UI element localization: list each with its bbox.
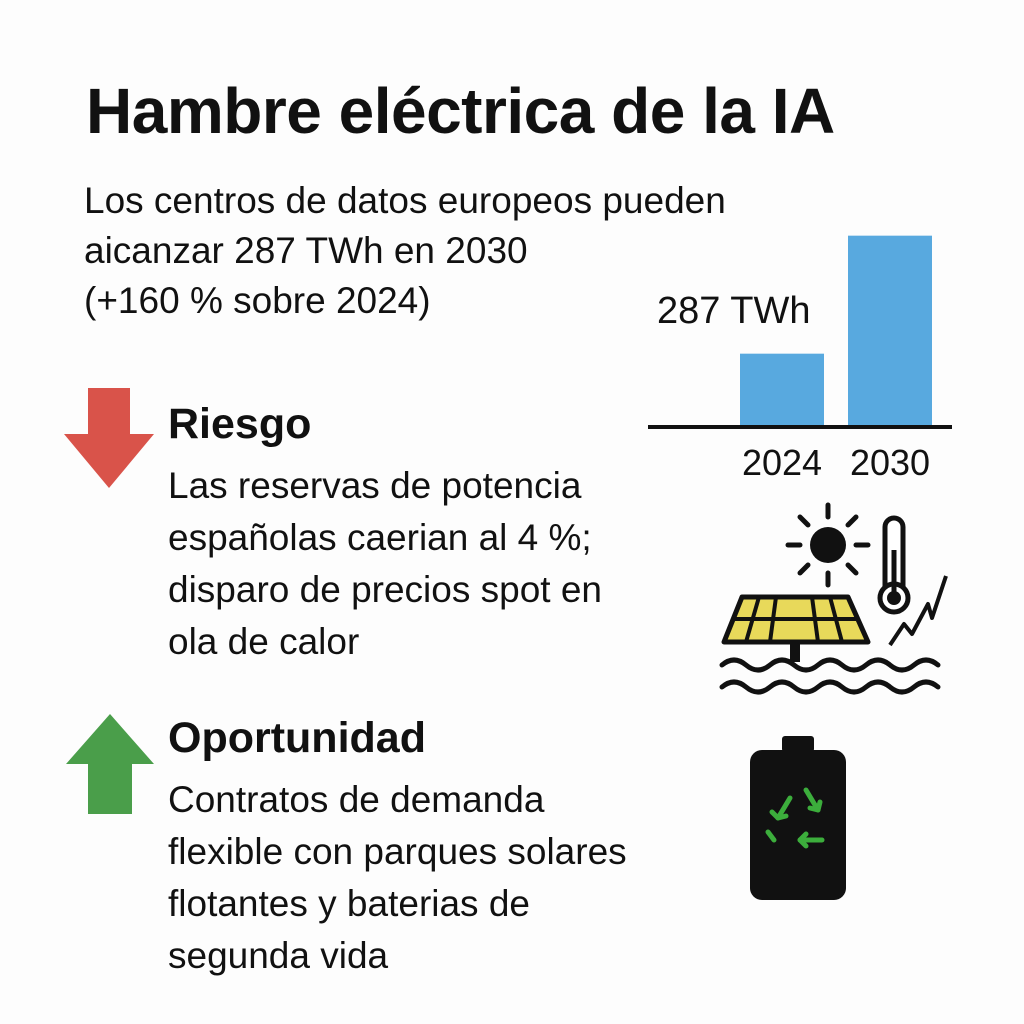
risk-text-line: disparo de precios spot en	[168, 569, 602, 610]
opportunity-text-line: flotantes y baterias de	[168, 883, 530, 924]
recycle-icon	[765, 787, 825, 849]
thermometer-icon	[877, 515, 911, 615]
bar-2030	[848, 235, 932, 427]
sun-icon	[785, 502, 871, 588]
bar-2024	[740, 353, 824, 427]
water-waves-icon	[719, 657, 941, 695]
page-title: Hambre eléctrica de la IA	[86, 75, 835, 147]
subtitle: Los centros de datos europeos pueden aic…	[84, 176, 844, 326]
risk-text-line: Las reservas de potencia	[168, 465, 582, 506]
x-tick-label: 2030	[850, 442, 930, 483]
solar-heat-illustration	[719, 502, 948, 695]
risk-heading: Riesgo	[168, 400, 312, 448]
arrow-down-icon	[64, 388, 154, 488]
risk-text-line: españolas caerian al 4 %;	[168, 517, 592, 558]
subtitle-line: (+160 % sobre 2024)	[84, 280, 431, 321]
bar-value-label: 287 TWh	[657, 290, 811, 332]
energy-bar-chart: 2024 2030	[648, 235, 952, 483]
opportunity-text-line: segunda vida	[168, 935, 389, 976]
subtitle-line: aicanzar 287 TWh en 2030	[84, 230, 528, 271]
solar-panel-icon	[721, 594, 871, 662]
arrow-up-icon	[66, 714, 154, 814]
opportunity-text: Contratos de demanda flexible con parque…	[168, 774, 708, 982]
x-tick-label: 2024	[742, 442, 822, 483]
subtitle-line: Los centros de datos europeos pueden	[84, 180, 726, 221]
battery-illustration	[750, 736, 846, 900]
opportunity-text-line: flexible con parques solares	[168, 831, 627, 872]
opportunity-text-line: Contratos de demanda	[168, 779, 545, 820]
lightning-icon	[888, 575, 948, 647]
opportunity-heading: Oportunidad	[168, 714, 426, 762]
risk-text-line: ola de calor	[168, 621, 360, 662]
risk-text: Las reservas de potencia españolas caeri…	[168, 460, 708, 668]
battery-icon	[750, 736, 846, 900]
